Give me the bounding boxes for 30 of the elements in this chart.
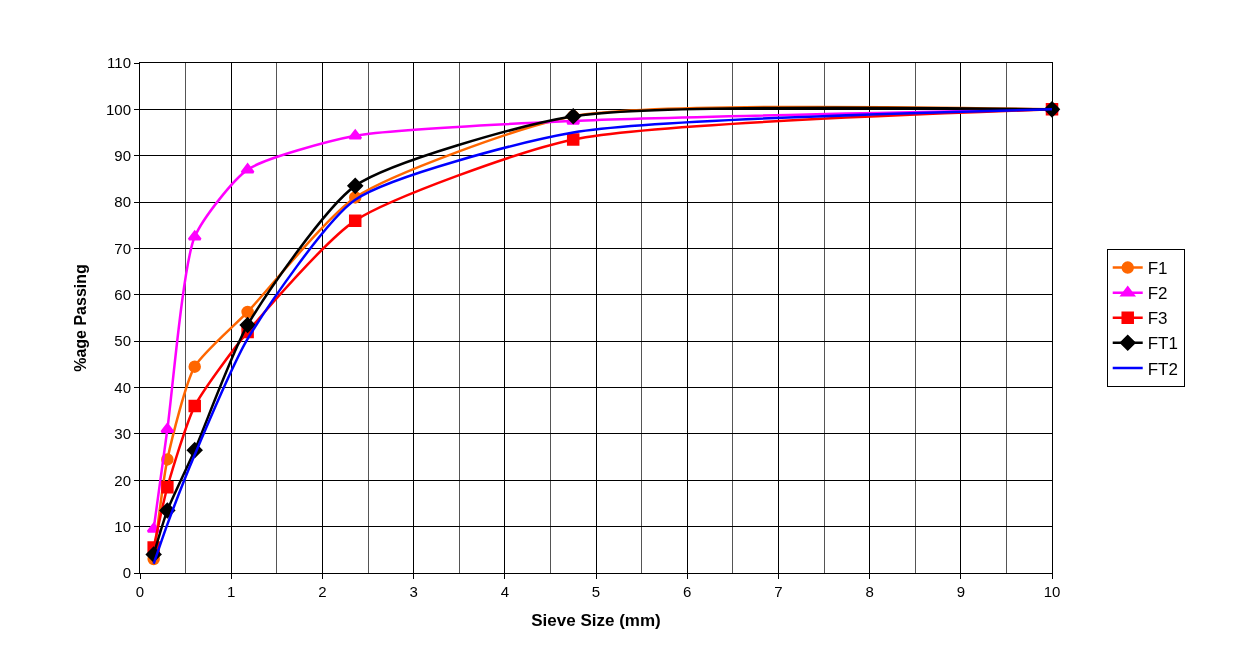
- y-tick-label: 40: [114, 378, 131, 396]
- y-tick-label: 20: [114, 471, 131, 489]
- y-tick-label: 0: [122, 564, 131, 582]
- x-tick-label: 3: [409, 583, 418, 600]
- legend-label: FT2: [1147, 359, 1178, 379]
- y-tick-label: 100: [105, 100, 131, 118]
- legend-label: F2: [1147, 284, 1168, 304]
- x-tick-label: 2: [318, 583, 327, 600]
- x-tick-label: 8: [865, 583, 874, 600]
- y-tick-label: 10: [114, 517, 131, 535]
- x-axis-title: Sieve Size (mm): [531, 611, 661, 631]
- x-tick-label: 0: [135, 583, 145, 600]
- x-tick-label: 5: [591, 583, 601, 600]
- x-tick-label: 1: [227, 583, 236, 600]
- y-tick-label: 110: [107, 54, 131, 72]
- y-tick-label: 50: [114, 332, 131, 350]
- y-tick-label: 60: [114, 286, 131, 304]
- legend-label: F1: [1147, 259, 1168, 279]
- y-tick-label: 80: [114, 193, 131, 211]
- y-tick-label: 70: [114, 239, 131, 257]
- y-tick-label: 30: [114, 425, 131, 443]
- x-tick-label: 7: [774, 583, 783, 600]
- y-tick-label: 90: [114, 146, 131, 164]
- legend-label: FT1: [1147, 334, 1178, 354]
- x-tick-label: 6: [683, 583, 692, 600]
- y-axis-title: %age Passing: [71, 264, 89, 372]
- x-tick-label: 10: [1043, 583, 1061, 600]
- legend-label: F3: [1147, 309, 1168, 329]
- x-tick-label: 9: [956, 583, 965, 600]
- x-tick-label: 4: [500, 583, 509, 600]
